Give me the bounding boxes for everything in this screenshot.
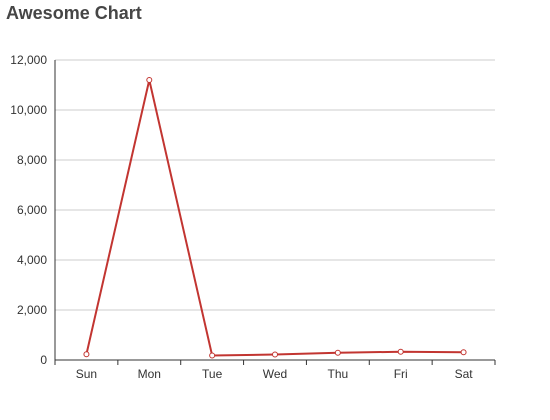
y-tick-label: 10,000	[10, 103, 47, 117]
y-tick-label: 0	[40, 353, 47, 367]
data-point	[272, 351, 278, 358]
data-point	[146, 77, 153, 83]
x-tick-label: Wed	[263, 367, 287, 381]
y-tick-label: 12,000	[10, 53, 47, 67]
series	[83, 77, 467, 359]
gridlines	[55, 59, 495, 311]
data-point	[83, 351, 90, 358]
series-line	[85, 79, 464, 357]
y-tick-label: 8,000	[17, 153, 47, 167]
x-tick-label: Mon	[138, 367, 161, 381]
data-point	[334, 349, 341, 356]
x-tick-label: Sat	[455, 367, 474, 381]
data-point	[460, 349, 467, 356]
y-tick-label: 4,000	[17, 253, 47, 267]
data-point	[397, 348, 404, 355]
y-tick-label: 6,000	[17, 203, 47, 217]
chart-title: Awesome Chart	[6, 3, 142, 23]
x-tick-label: Thu	[328, 367, 349, 381]
y-tick-label: 2,000	[17, 303, 47, 317]
axes	[54, 60, 496, 365]
x-tick-label: Fri	[394, 367, 408, 381]
data-point	[209, 352, 216, 359]
x-tick-label: Sun	[76, 367, 97, 381]
tick-labels: 0 2,000 4,000 6,000 8,000 10,000 12,000 Sun Mon T…	[10, 53, 473, 381]
x-tick-label: Tue	[202, 367, 223, 381]
